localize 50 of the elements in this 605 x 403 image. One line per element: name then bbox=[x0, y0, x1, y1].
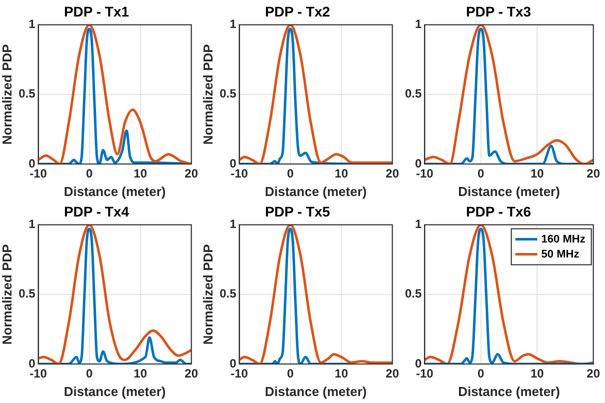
x-tick-label: 0 bbox=[286, 166, 294, 181]
x-tick-label: 20 bbox=[184, 166, 198, 181]
x-tick-label: 0 bbox=[478, 366, 485, 381]
x-tick-label: 20 bbox=[586, 166, 600, 181]
y-axis-title: Normalized PDP bbox=[0, 44, 14, 145]
x-axis-title: Distance (meter) bbox=[64, 384, 166, 399]
y-tick-label: 0.5 bbox=[404, 286, 422, 301]
y-tick-label: 1 bbox=[230, 17, 237, 32]
x-tick-label: 10 bbox=[134, 166, 148, 181]
line-series bbox=[239, 24, 392, 164]
y-axis-title: Normalized PDP bbox=[0, 244, 14, 345]
x-axis-title: Distance (meter) bbox=[458, 384, 560, 399]
chart-title: PDP - Tx2 bbox=[264, 3, 330, 20]
x-tick-label: 0 bbox=[86, 366, 93, 381]
x-axis-title: Distance (meter) bbox=[458, 184, 560, 199]
y-tick-label: 1 bbox=[230, 217, 237, 232]
x-tick-label: 10 bbox=[334, 366, 348, 381]
y-tick-label: 1 bbox=[28, 217, 36, 232]
y-tick-label: 0.5 bbox=[220, 286, 237, 301]
x-tick-label: 10 bbox=[530, 166, 544, 181]
x-tick-label: 20 bbox=[386, 366, 400, 381]
x-tick-label: 20 bbox=[386, 166, 400, 181]
chart-title: PDP - Tx4 bbox=[64, 203, 130, 220]
x-tick-label: 0 bbox=[478, 166, 485, 181]
y-axis-title: Normalized PDP bbox=[200, 244, 216, 345]
chart-title: PDP - Tx6 bbox=[466, 203, 532, 220]
chart-title: PDP - Tx1 bbox=[64, 3, 130, 20]
x-tick-label: 0 bbox=[86, 166, 93, 181]
y-tick-label: 1 bbox=[414, 217, 422, 232]
x-tick-label: 10 bbox=[134, 366, 148, 381]
legend-label: 50 MHz bbox=[541, 248, 580, 260]
x-tick-label: 20 bbox=[586, 366, 600, 381]
y-tick-label: 0.5 bbox=[220, 86, 237, 101]
legend-label: 160 MHz bbox=[541, 233, 586, 246]
x-axis-title: Distance (meter) bbox=[64, 184, 166, 199]
x-tick-label: 10 bbox=[530, 366, 544, 381]
line-series bbox=[239, 224, 392, 364]
chart-title: PDP - Tx3 bbox=[466, 3, 532, 20]
y-axis-title: Normalized PDP bbox=[200, 44, 216, 145]
x-tick-label: 10 bbox=[334, 166, 348, 181]
y-tick-label: 1 bbox=[414, 17, 422, 32]
x-axis-title: Distance (meter) bbox=[264, 184, 367, 199]
x-axis-title: Distance (meter) bbox=[264, 384, 367, 399]
y-tick-label: 0.5 bbox=[404, 86, 422, 101]
chart-title: PDP - Tx5 bbox=[264, 203, 330, 220]
y-tick-label: 1 bbox=[28, 17, 36, 32]
x-tick-label: 0 bbox=[286, 366, 294, 381]
x-tick-label: 20 bbox=[184, 366, 198, 381]
y-tick-label: 0.5 bbox=[18, 86, 36, 101]
y-tick-label: 0.5 bbox=[18, 286, 36, 301]
